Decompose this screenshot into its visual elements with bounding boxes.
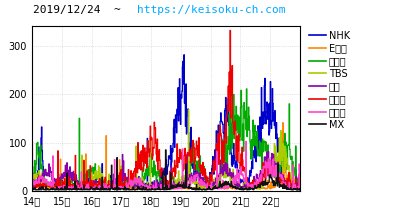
テレ朝 — [268, 164, 273, 167]
フジ — [170, 186, 175, 189]
MX — [163, 148, 168, 151]
NHK — [269, 127, 274, 130]
Line: NHK: NHK — [32, 55, 300, 187]
テレ朝 — [212, 162, 217, 165]
Line: テレ朝: テレ朝 — [32, 30, 300, 187]
MX — [213, 187, 218, 190]
日テレ — [32, 173, 37, 175]
TBS — [32, 180, 37, 182]
テレ朝 — [118, 168, 123, 171]
テレ海 — [213, 186, 218, 189]
フジ — [118, 170, 123, 173]
テレ海 — [244, 140, 248, 143]
日テレ — [213, 186, 218, 189]
Eテレ — [64, 188, 69, 190]
日テレ — [269, 167, 274, 170]
テレ朝 — [298, 182, 302, 185]
テレ朝 — [32, 182, 37, 184]
Eテレ — [30, 187, 34, 190]
日テレ — [170, 186, 174, 189]
MX — [30, 188, 34, 191]
フジ — [269, 156, 274, 159]
フジ — [32, 182, 37, 185]
Eテレ — [104, 180, 109, 183]
テレ朝 — [30, 185, 34, 188]
Eテレ — [280, 121, 285, 124]
MX — [104, 189, 109, 191]
TBS — [213, 185, 218, 187]
日テレ — [298, 185, 302, 187]
テレ朝 — [228, 29, 232, 32]
テレ海 — [32, 180, 37, 183]
NHK — [32, 185, 37, 187]
テレ朝 — [104, 185, 109, 188]
TBS — [104, 184, 109, 187]
Eテレ — [32, 182, 37, 185]
NHK — [222, 150, 226, 152]
フジ — [104, 184, 109, 187]
日テレ — [244, 88, 249, 90]
TBS — [222, 170, 226, 172]
Line: 日テレ: 日テレ — [32, 89, 300, 187]
フジ — [213, 181, 218, 183]
テレ朝 — [221, 140, 226, 142]
NHK — [104, 184, 109, 187]
テレ海 — [30, 142, 34, 145]
NHK — [30, 186, 34, 189]
MX — [32, 187, 37, 189]
Line: MX: MX — [32, 150, 300, 190]
日テレ — [30, 183, 34, 185]
NHK — [298, 183, 302, 186]
MX — [106, 189, 111, 191]
テレ海 — [269, 173, 274, 175]
NHK — [83, 186, 88, 189]
Text: 2019/12/24  ~: 2019/12/24 ~ — [32, 5, 134, 15]
NHK — [182, 53, 186, 56]
Line: Eテレ: Eテレ — [32, 123, 300, 189]
フジ — [266, 150, 271, 153]
MX — [269, 176, 274, 179]
テレ海 — [52, 188, 57, 190]
MX — [222, 181, 226, 183]
Eテレ — [221, 187, 226, 190]
TBS — [116, 188, 121, 190]
フジ — [221, 163, 226, 166]
TBS — [119, 187, 124, 190]
Text: https://keisoku-ch.com: https://keisoku-ch.com — [136, 5, 285, 15]
Eテレ — [268, 181, 273, 183]
Eテレ — [213, 186, 218, 189]
Eテレ — [298, 185, 302, 188]
TBS — [30, 183, 34, 185]
TBS — [186, 108, 191, 111]
Line: TBS: TBS — [32, 110, 300, 189]
Legend: NHK, Eテレ, 日テレ, TBS, フジ, テレ朝, テレ海, MX: NHK, Eテレ, 日テレ, TBS, フジ, テレ朝, テレ海, MX — [308, 30, 351, 131]
Line: フジ: フジ — [32, 152, 300, 187]
MX — [298, 188, 302, 191]
テレ海 — [104, 187, 109, 190]
NHK — [213, 159, 218, 162]
テレ海 — [298, 187, 302, 190]
日テレ — [221, 159, 226, 161]
Line: テレ海: テレ海 — [32, 141, 300, 189]
テレ朝 — [296, 186, 301, 189]
日テレ — [104, 184, 109, 187]
NHK — [119, 184, 124, 187]
テレ海 — [221, 183, 226, 186]
日テレ — [118, 186, 123, 189]
テレ海 — [119, 187, 124, 189]
TBS — [269, 164, 274, 167]
MX — [119, 187, 124, 190]
フジ — [30, 184, 34, 187]
TBS — [298, 187, 302, 190]
フジ — [298, 186, 302, 189]
Eテレ — [119, 186, 124, 189]
